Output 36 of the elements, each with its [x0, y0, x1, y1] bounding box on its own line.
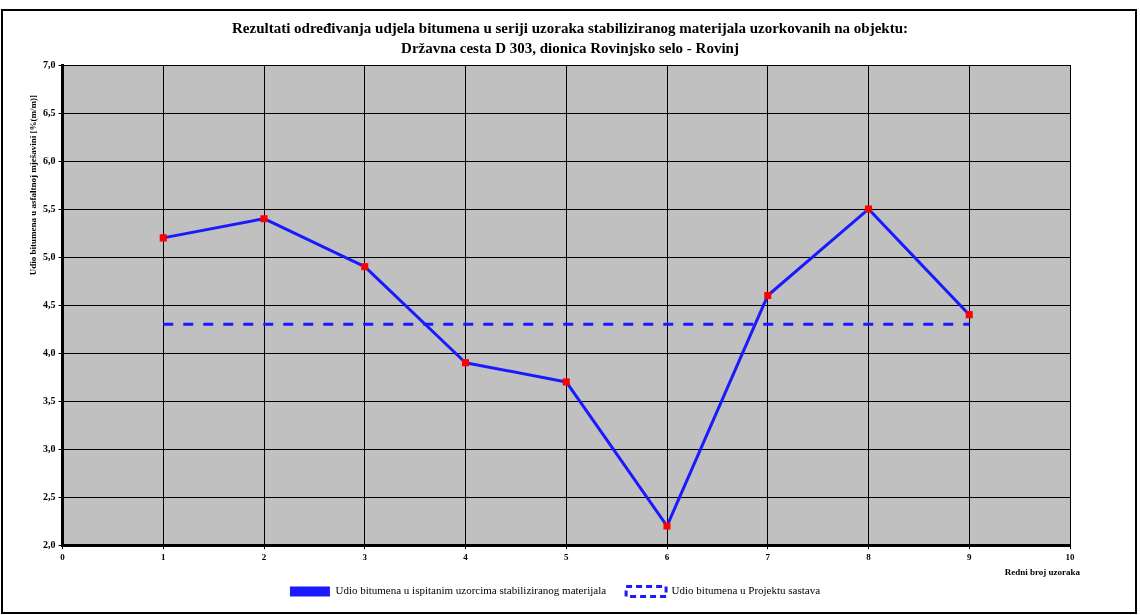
- x-tick-label: 4: [463, 551, 469, 562]
- point: [663, 522, 671, 530]
- x-tick-label: 6: [664, 551, 670, 562]
- x-axis-title: Redni broj uzoraka: [1004, 566, 1081, 577]
- point: [562, 378, 570, 386]
- point: [361, 263, 369, 271]
- y-tick-label: 4,5: [43, 298, 56, 310]
- point: [260, 215, 268, 223]
- y-tick-label: 4,0: [43, 346, 56, 358]
- x-tick-label: 9: [967, 551, 972, 562]
- y-tick-label: 3,5: [43, 394, 56, 406]
- legend-label: Udio bitumena u ispitanim uzorcima stabiliziranog materijala: [335, 584, 607, 597]
- point: [764, 291, 772, 300]
- x-tick-label: 10: [1065, 551, 1075, 562]
- y-tick-label: 2,5: [43, 490, 56, 502]
- y-tick-label: 7,0: [43, 58, 56, 70]
- y-tick-label: 3,0: [43, 442, 56, 454]
- y-tick-label: 5,5: [43, 202, 56, 214]
- point: [461, 359, 470, 367]
- y-tick-label: 2,0: [43, 538, 56, 550]
- y-tick-label: 6,0: [43, 154, 56, 166]
- x-tick-label: 5: [564, 551, 569, 562]
- y-axis-title: Udio bitumena u asfaltnoj mješavini [%(m/m)]: [28, 94, 39, 276]
- point: [159, 234, 167, 242]
- point: [864, 205, 873, 213]
- chart-title: Rezultati određivanja udjela bitumena u seriji uzoraka stabiliziranog materijala uzorkovanih na objektu: Državna cesta D 303, dionica Rovinjsko selo - Rovinj: [232, 20, 908, 57]
- point: [965, 311, 973, 319]
- x-tick-label: 0: [60, 551, 66, 562]
- y-tick-label: 6,5: [43, 106, 56, 118]
- legend-label: Udio bitumena u Projektu sastava: [671, 584, 821, 597]
- x-tick-label: 7: [765, 551, 771, 562]
- x-tick-label: 8: [866, 551, 872, 562]
- x-tick-label: 1: [161, 551, 166, 562]
- x-tick-label: 3: [362, 551, 368, 562]
- x-tick-label: 2: [261, 551, 267, 562]
- y-tick-label: 5,0: [43, 250, 56, 262]
